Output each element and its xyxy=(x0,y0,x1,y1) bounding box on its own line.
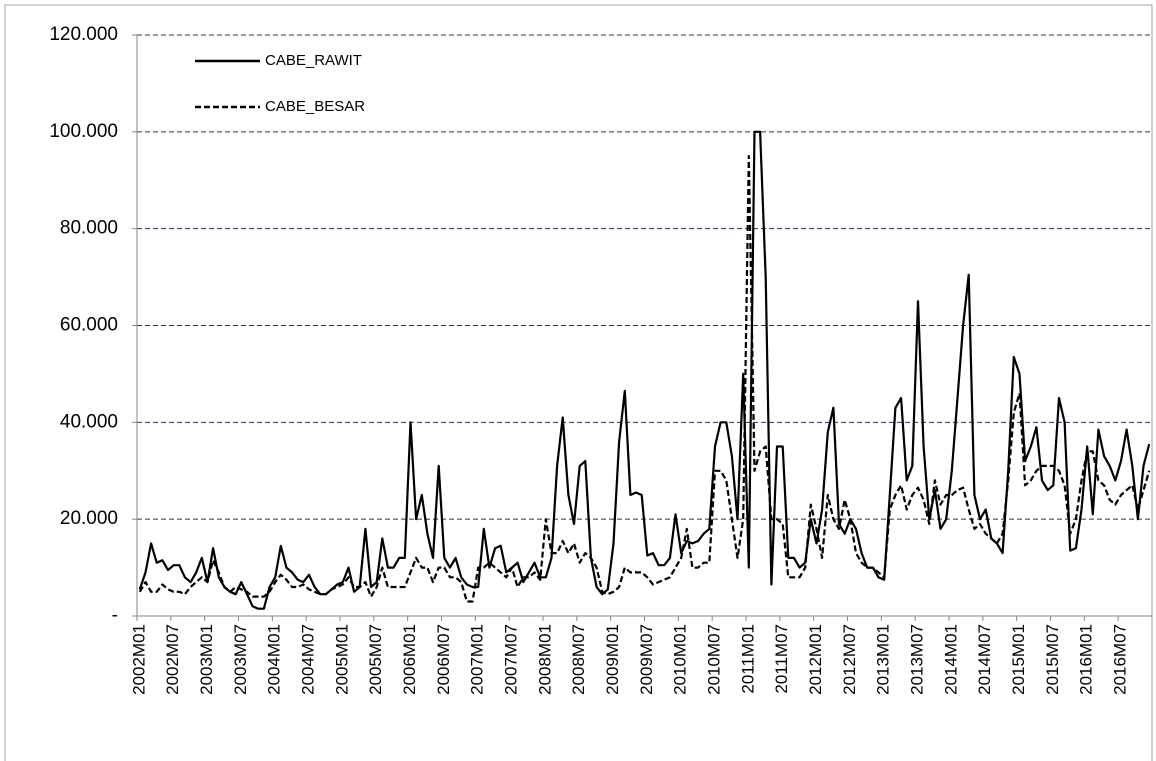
x-tick-label: 2011M01 xyxy=(738,624,757,694)
x-tick-label: 2015M01 xyxy=(1009,624,1028,695)
legend-label: CABE_BESAR xyxy=(265,98,365,115)
x-tick-label: 2010M01 xyxy=(671,624,690,695)
x-tick-label: 2009M01 xyxy=(603,624,622,695)
x-tick-label: 2009M07 xyxy=(637,624,656,695)
x-tick-label: 2005M07 xyxy=(366,624,385,695)
x-tick-label: 2012M07 xyxy=(840,624,859,695)
x-tick-label: 2014M01 xyxy=(941,624,960,695)
x-tick-label: 2011M07 xyxy=(772,624,791,694)
y-tick-label: 100.000 xyxy=(49,121,118,142)
x-tick-label: 2006M01 xyxy=(400,624,419,695)
chart-border xyxy=(4,4,1153,761)
y-tick-label: 20.000 xyxy=(60,508,118,529)
x-tick-label: 2002M07 xyxy=(163,624,182,695)
series-line xyxy=(138,130,1151,610)
legend-label: CABE_RAWIT xyxy=(265,52,362,69)
x-tick-label: 2013M07 xyxy=(907,624,926,695)
x-tick-label: 2013M01 xyxy=(874,624,893,695)
y-tick-label: 120.000 xyxy=(49,24,118,45)
x-tick-label: 2007M01 xyxy=(468,624,487,695)
x-tick-label: 2005M01 xyxy=(332,624,351,695)
y-tick-label: - xyxy=(112,605,118,626)
x-tick-label: 2002M01 xyxy=(129,624,148,695)
x-tick-label: 2016M07 xyxy=(1110,624,1129,695)
y-tick-label: 80.000 xyxy=(60,218,118,239)
x-tick-label: 2004M01 xyxy=(265,624,284,695)
x-tick-label: 2008M01 xyxy=(535,624,554,695)
x-tick-label: 2003M07 xyxy=(231,624,250,695)
x-tick-label: 2015M07 xyxy=(1043,624,1062,695)
y-tick-label: 40.000 xyxy=(60,411,118,432)
x-tick-label: 2016M01 xyxy=(1077,624,1096,695)
x-tick-label: 2014M07 xyxy=(975,624,994,695)
x-tick-label: 2003M01 xyxy=(197,624,216,695)
x-tick-label: 2008M07 xyxy=(569,624,588,695)
x-tick-label: 2012M01 xyxy=(806,624,825,695)
x-tick-label: 2004M07 xyxy=(298,624,317,695)
x-tick-label: 2007M07 xyxy=(501,624,520,695)
x-tick-label: 2010M07 xyxy=(704,624,723,695)
x-tick-label: 2006M07 xyxy=(434,624,453,695)
series-line xyxy=(138,154,1151,603)
y-tick-label: 60.000 xyxy=(60,315,118,336)
